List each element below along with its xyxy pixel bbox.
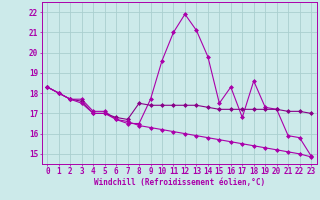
X-axis label: Windchill (Refroidissement éolien,°C): Windchill (Refroidissement éolien,°C): [94, 178, 265, 187]
